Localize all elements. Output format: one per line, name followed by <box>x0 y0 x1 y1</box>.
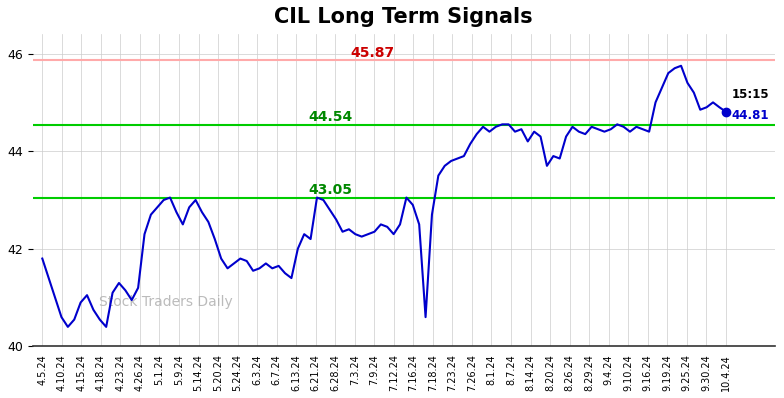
Title: CIL Long Term Signals: CIL Long Term Signals <box>274 7 533 27</box>
Text: Stock Traders Daily: Stock Traders Daily <box>100 295 233 309</box>
Text: 45.87: 45.87 <box>350 45 395 60</box>
Text: 15:15: 15:15 <box>731 88 769 101</box>
Text: 43.05: 43.05 <box>309 183 353 197</box>
Text: 44.54: 44.54 <box>308 110 353 125</box>
Text: 44.81: 44.81 <box>731 109 769 122</box>
